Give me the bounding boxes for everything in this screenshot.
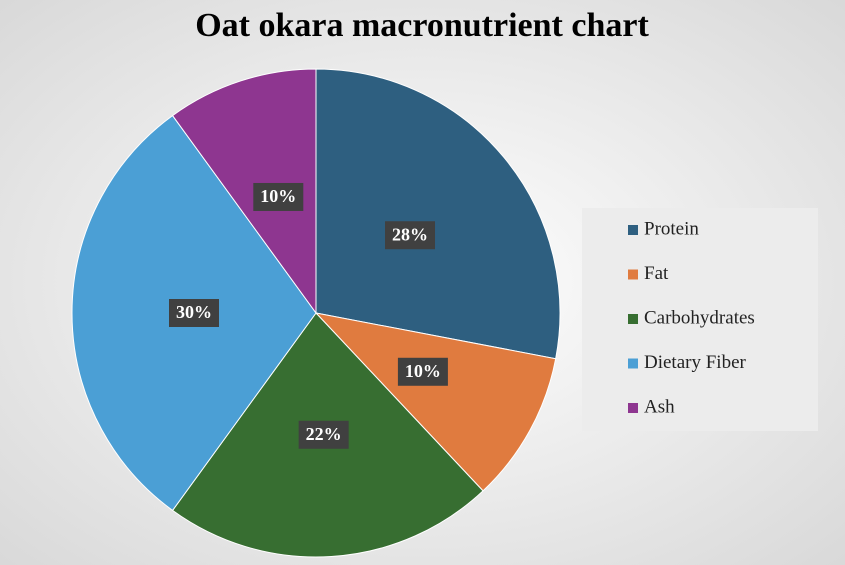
data-label-box <box>298 420 349 449</box>
data-label-box <box>169 299 219 327</box>
pie-slice <box>171 68 317 315</box>
legend-label: Fat <box>644 263 669 284</box>
legend-swatch <box>628 358 638 369</box>
data-label-box <box>385 221 436 250</box>
legend-swatch <box>628 225 638 235</box>
chart-title: Oat okara macronutrient chart <box>195 7 649 44</box>
data-label-box <box>253 182 304 211</box>
legend-swatch <box>628 314 638 324</box>
data-label: 28% <box>392 224 428 244</box>
legend-label: Protein <box>644 218 699 239</box>
pie-slice <box>314 312 557 492</box>
pie <box>71 68 561 558</box>
legend-label: Ash <box>644 396 675 417</box>
legend-box <box>582 208 818 431</box>
legend-swatch <box>628 403 638 413</box>
data-label: 10% <box>260 186 296 206</box>
legend-swatch <box>628 269 638 280</box>
legend-label: Carbohydrates <box>644 307 755 328</box>
pie-slice <box>315 68 561 360</box>
data-label: 30% <box>176 302 212 322</box>
legend-label: Dietary Fiber <box>644 352 747 373</box>
data-labels: 28% 10% 22% 30% 10% <box>169 182 448 449</box>
data-label-box <box>397 357 448 386</box>
legend: Protein Fat Carbohydrates Dietary Fiber Ash <box>582 208 818 431</box>
data-label: 10% <box>405 361 441 381</box>
data-label: 22% <box>306 424 342 444</box>
